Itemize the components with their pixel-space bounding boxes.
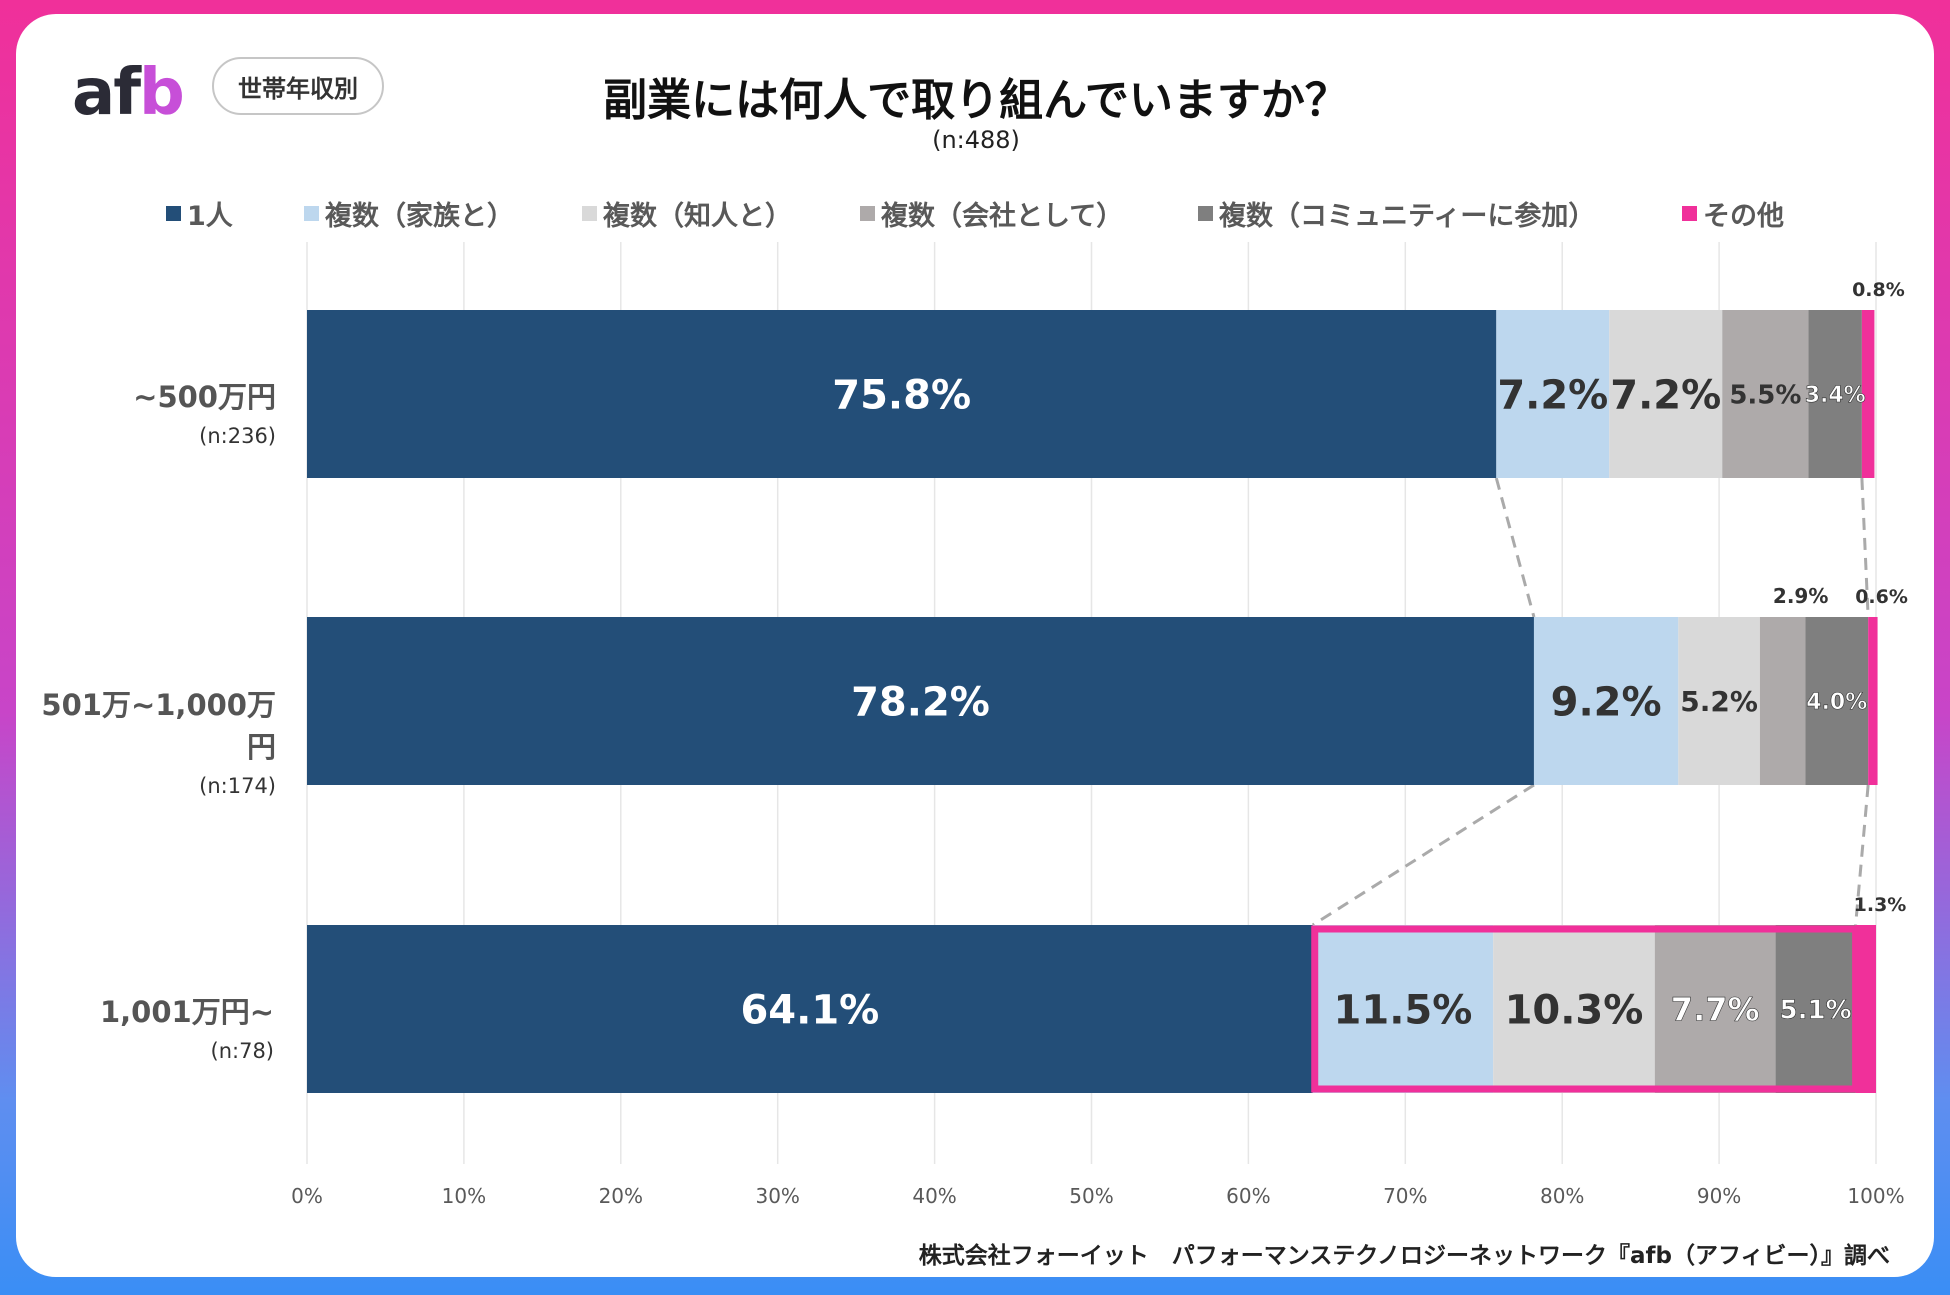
legend-item-family: 複数（家族と）	[304, 194, 514, 233]
y-label-over-1001: 1,001万円~ (n:78)	[16, 989, 274, 1063]
bar-segment	[1678, 617, 1760, 785]
data-label: 0.8%	[1852, 279, 1905, 301]
x-tick-label: 0%	[291, 1184, 323, 1208]
segment-badge: 世帯年収別	[212, 57, 384, 115]
category-sample-size: (n:78)	[210, 1039, 275, 1063]
category-label: 501万~1,000万円	[41, 688, 276, 764]
x-tick-label: 80%	[1540, 1184, 1584, 1208]
x-tick-label: 10%	[442, 1184, 486, 1208]
legend-label: 複数（コミュニティーに参加）	[1219, 201, 1596, 232]
x-tick-label: 30%	[755, 1184, 799, 1208]
chart-subtitle: (n:488)	[932, 126, 1020, 154]
connector-line	[1854, 784, 1870, 926]
data-label: 3.4%	[1805, 383, 1866, 408]
data-label: 5.2%	[1680, 685, 1758, 718]
bar-segment	[1496, 310, 1610, 478]
x-tick-label: 20%	[599, 1184, 643, 1208]
x-tick-label: 100%	[1847, 1184, 1904, 1208]
legend-item-acquaintance: 複数（知人と）	[582, 194, 792, 233]
bar-segment	[1493, 925, 1655, 1093]
data-label: 9.2%	[1551, 679, 1662, 725]
legend-swatch	[1682, 206, 1697, 221]
y-label-under-500: ~500万円 (n:236)	[16, 374, 276, 448]
legend: 1人 複数（家族と） 複数（知人と） 複数（会社として） 複数（コミュニティーに…	[166, 194, 1806, 234]
connector-line	[1860, 477, 1870, 618]
legend-label: 複数（家族と）	[325, 201, 514, 232]
bar-segment	[1805, 617, 1869, 785]
legend-item-other: その他	[1682, 194, 1784, 233]
category-label: ~500万円	[133, 380, 276, 414]
bar-segment	[1868, 617, 1878, 785]
connector-line	[1494, 477, 1536, 618]
legend-item-1nin: 1人	[166, 194, 233, 233]
legend-label: その他	[1703, 201, 1784, 232]
bar-segment	[1808, 310, 1862, 478]
legend-label: 複数（会社として）	[881, 201, 1124, 232]
data-label: 5.1%	[1780, 995, 1852, 1025]
data-label: 78.2%	[851, 679, 990, 725]
highlight-box	[1311, 925, 1860, 1093]
x-tick-label: 60%	[1226, 1184, 1270, 1208]
chart-title: 副業には何人で取り組んでいますか？	[603, 75, 1349, 126]
data-label: 7.2%	[1497, 372, 1608, 418]
data-label: 2.9%	[1773, 584, 1828, 608]
category-sample-size: (n:236)	[199, 424, 276, 448]
bar-segment	[1533, 617, 1679, 785]
bar-segment	[1722, 310, 1809, 478]
afb-logo: afb	[72, 56, 185, 130]
data-label: 7.7%	[1671, 991, 1760, 1029]
x-tick-label: 70%	[1383, 1184, 1427, 1208]
data-label: 4.0%	[1806, 690, 1867, 715]
category-label: 1,001万円~	[99, 995, 274, 1029]
legend-swatch	[860, 206, 875, 221]
bar-segment	[1861, 310, 1875, 478]
bar-segment	[1855, 925, 1876, 1093]
legend-item-company: 複数（会社として）	[860, 194, 1123, 233]
data-label: 11.5%	[1334, 987, 1473, 1033]
bar-segment	[1775, 925, 1856, 1093]
stacked-bar-chart: 0% 10% 20% 30% 40% 50% 60% 70% 80% 90% 100% 75.8% 7.…	[291, 242, 1908, 1208]
legend-swatch	[1198, 206, 1213, 221]
legend-label: 複数（知人と）	[603, 201, 792, 232]
chart-card: afb 世帯年収別 副業には何人で取り組んでいますか？ (n:488) 1人 複…	[16, 14, 1934, 1277]
bar-segment	[307, 617, 1534, 785]
bar-segment	[1609, 310, 1723, 478]
legend-swatch	[582, 206, 597, 221]
data-label: 75.8%	[832, 372, 971, 418]
bar-segment	[307, 925, 1313, 1093]
data-label: 0.6%	[1855, 586, 1908, 608]
data-label: 7.2%	[1610, 372, 1721, 418]
legend-label: 1人	[187, 201, 233, 232]
x-tick-label: 50%	[1069, 1184, 1113, 1208]
category-sample-size: (n:174)	[199, 774, 276, 798]
data-label: 1.3%	[1854, 894, 1907, 916]
bar-segment	[1312, 925, 1494, 1093]
legend-swatch	[304, 206, 319, 221]
data-label: 10.3%	[1505, 987, 1644, 1033]
source-footer: 株式会社フォーイット パフォーマンステクノロジーネットワーク『afb（アフィビー…	[918, 1243, 1890, 1269]
connector-line	[1311, 783, 1535, 927]
data-label: 64.1%	[740, 987, 879, 1033]
x-tick-label: 90%	[1697, 1184, 1741, 1208]
y-label-501-1000: 501万~1,000万円 (n:174)	[16, 682, 276, 798]
data-label: 5.5%	[1729, 380, 1801, 410]
legend-swatch	[166, 206, 181, 221]
bar-segment	[1654, 925, 1776, 1093]
bar-segment	[1759, 617, 1806, 785]
bar-segment	[307, 310, 1497, 478]
x-tick-label: 40%	[912, 1184, 956, 1208]
legend-item-community: 複数（コミュニティーに参加）	[1198, 194, 1595, 233]
